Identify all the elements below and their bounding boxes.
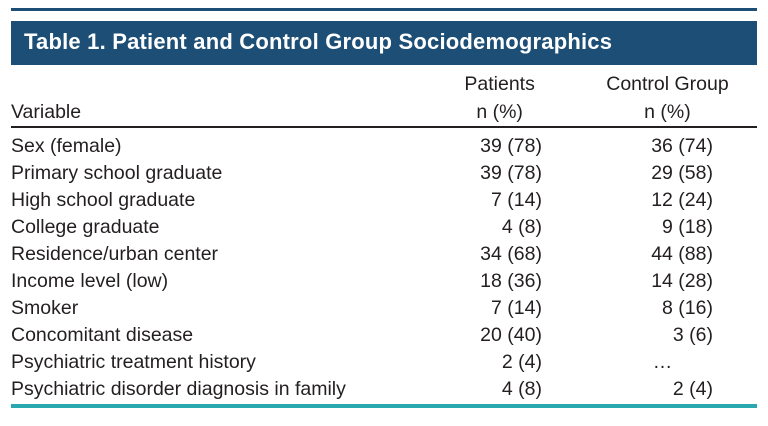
table-row: Sex (female) 39 (78) 36 (74)	[11, 127, 757, 160]
row-control-value: 14 (28)	[651, 270, 713, 292]
row-control-value: 12 (24)	[651, 189, 713, 211]
row-control-value: 3 (6)	[672, 324, 713, 346]
row-variable: Residence/urban center	[11, 243, 219, 265]
row-patients-value: 39 (78)	[480, 135, 542, 157]
table-title-bar: Table 1. Patient and Control Group Socio…	[11, 21, 757, 65]
table-row: Smoker 7 (14) 8 (16)	[11, 295, 757, 322]
row-patients-value: 7 (14)	[491, 189, 542, 211]
row-control-value: 8 (16)	[662, 297, 713, 319]
row-control-value: 9 (18)	[662, 216, 713, 238]
row-variable: College graduate	[11, 216, 160, 238]
table-row: Psychiatric disorder diagnosis in family…	[11, 376, 757, 403]
row-variable: Concomitant disease	[11, 324, 194, 346]
sociodemographics-table: Variable Patients n (%) Control Group n …	[11, 70, 757, 403]
table-row: Residence/urban center 34 (68) 44 (88)	[11, 241, 757, 268]
row-patients-value: 7 (14)	[491, 297, 542, 319]
row-control-value: 29 (58)	[651, 162, 713, 184]
row-variable: Psychiatric disorder diagnosis in family	[11, 378, 346, 400]
row-patients-value: 4 (8)	[501, 378, 542, 400]
row-control-value: 36 (74)	[651, 135, 713, 157]
row-variable: Sex (female)	[11, 135, 122, 157]
table-row: High school graduate 7 (14) 12 (24)	[11, 187, 757, 214]
row-patients-value: 4 (8)	[501, 216, 542, 238]
row-control-value: …	[652, 351, 673, 373]
column-header-variable: Variable	[11, 101, 82, 123]
column-header-patients-sub: n (%)	[476, 101, 523, 123]
table-row: Primary school graduate 39 (78) 29 (58)	[11, 160, 757, 187]
row-variable: High school graduate	[11, 189, 196, 211]
bottom-accent-rule	[11, 404, 757, 408]
table-row: Psychiatric treatment history 2 (4) …	[11, 349, 757, 376]
row-patients-value: 18 (36)	[480, 270, 542, 292]
column-header-control-group-sub: n (%)	[644, 101, 691, 123]
table-row: College graduate 4 (8) 9 (18)	[11, 214, 757, 241]
table-body: Sex (female) 39 (78) 36 (74) Primary school…	[11, 127, 757, 403]
column-header-control-group: Control Group	[606, 73, 729, 95]
row-patients-value: 20 (40)	[480, 324, 542, 346]
table-title: Table 1. Patient and Control Group Socio…	[24, 29, 613, 54]
row-variable: Psychiatric treatment history	[11, 351, 256, 373]
header-spacer	[11, 70, 421, 98]
row-control-value: 2 (4)	[672, 378, 713, 400]
row-patients-value: 39 (78)	[480, 162, 542, 184]
table-header: Variable Patients n (%) Control Group n …	[11, 70, 757, 128]
row-patients-value: 2 (4)	[501, 351, 542, 373]
row-variable: Smoker	[11, 297, 79, 319]
column-header-patients: Patients	[464, 73, 535, 95]
top-rule	[11, 8, 757, 11]
table-row: Income level (low) 18 (36) 14 (28)	[11, 268, 757, 295]
table-row: Concomitant disease 20 (40) 3 (6)	[11, 322, 757, 349]
row-variable: Income level (low)	[11, 270, 169, 292]
row-variable: Primary school graduate	[11, 162, 223, 184]
row-control-value: 44 (88)	[651, 243, 713, 265]
row-patients-value: 34 (68)	[480, 243, 542, 265]
